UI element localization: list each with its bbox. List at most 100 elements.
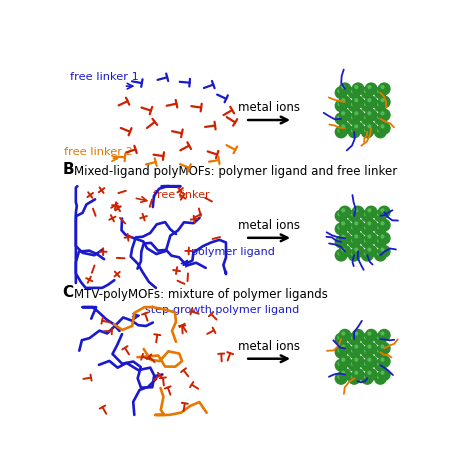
Circle shape xyxy=(365,83,377,95)
Circle shape xyxy=(335,100,347,111)
Circle shape xyxy=(368,235,371,238)
Circle shape xyxy=(377,349,380,352)
Circle shape xyxy=(348,333,360,345)
Circle shape xyxy=(335,359,347,371)
Circle shape xyxy=(355,345,358,348)
Circle shape xyxy=(352,83,364,95)
Circle shape xyxy=(335,373,347,384)
Circle shape xyxy=(374,100,386,111)
Circle shape xyxy=(339,109,351,121)
Circle shape xyxy=(338,226,341,228)
Circle shape xyxy=(374,126,386,138)
Text: polymer ligand: polymer ligand xyxy=(191,247,275,257)
Circle shape xyxy=(378,83,390,95)
Circle shape xyxy=(351,116,354,118)
Circle shape xyxy=(352,232,364,244)
Circle shape xyxy=(351,239,354,242)
Circle shape xyxy=(351,90,354,92)
Circle shape xyxy=(374,237,386,248)
Circle shape xyxy=(355,112,358,115)
Circle shape xyxy=(339,232,351,244)
Circle shape xyxy=(381,248,384,251)
Circle shape xyxy=(368,99,371,101)
Circle shape xyxy=(364,252,367,255)
Circle shape xyxy=(374,249,386,261)
Circle shape xyxy=(355,99,358,101)
Circle shape xyxy=(339,122,351,134)
Text: free linker 1: free linker 1 xyxy=(70,72,138,82)
Circle shape xyxy=(348,87,360,99)
Circle shape xyxy=(342,345,345,348)
Circle shape xyxy=(342,112,345,115)
Circle shape xyxy=(352,369,364,380)
Circle shape xyxy=(352,122,364,134)
Text: metal ions: metal ions xyxy=(238,219,300,232)
Circle shape xyxy=(342,209,345,212)
Circle shape xyxy=(374,87,386,99)
Circle shape xyxy=(377,336,380,339)
Circle shape xyxy=(378,246,390,257)
Circle shape xyxy=(377,90,380,92)
Circle shape xyxy=(335,346,347,358)
Circle shape xyxy=(351,252,354,255)
Circle shape xyxy=(338,239,341,242)
Circle shape xyxy=(368,358,371,361)
Circle shape xyxy=(339,246,351,257)
Circle shape xyxy=(377,102,380,106)
Circle shape xyxy=(348,210,360,222)
Circle shape xyxy=(362,113,373,125)
Circle shape xyxy=(351,129,354,132)
Text: free linker: free linker xyxy=(153,190,210,200)
Circle shape xyxy=(352,329,364,341)
Circle shape xyxy=(364,102,367,106)
Circle shape xyxy=(362,223,373,235)
Circle shape xyxy=(355,358,358,361)
Circle shape xyxy=(351,102,354,106)
Circle shape xyxy=(335,249,347,261)
Circle shape xyxy=(374,333,386,345)
Circle shape xyxy=(365,219,377,231)
Circle shape xyxy=(352,206,364,218)
Circle shape xyxy=(374,113,386,125)
Circle shape xyxy=(355,371,358,374)
Circle shape xyxy=(377,362,380,365)
Circle shape xyxy=(364,239,367,242)
Circle shape xyxy=(381,99,384,101)
Circle shape xyxy=(365,232,377,244)
Circle shape xyxy=(364,226,367,228)
Circle shape xyxy=(377,375,380,378)
Circle shape xyxy=(338,252,341,255)
Circle shape xyxy=(352,109,364,121)
Circle shape xyxy=(348,249,360,261)
Circle shape xyxy=(368,222,371,225)
Circle shape xyxy=(368,332,371,335)
Circle shape xyxy=(355,125,358,128)
Circle shape xyxy=(335,87,347,99)
Circle shape xyxy=(342,248,345,251)
Text: Mixed-ligand polyMOFs: polymer ligand and free linker: Mixed-ligand polyMOFs: polymer ligand an… xyxy=(73,164,397,178)
Circle shape xyxy=(335,210,347,222)
Circle shape xyxy=(362,126,373,138)
Circle shape xyxy=(351,362,354,365)
Circle shape xyxy=(374,210,386,222)
Circle shape xyxy=(342,125,345,128)
Circle shape xyxy=(348,223,360,235)
Circle shape xyxy=(368,345,371,348)
Circle shape xyxy=(362,333,373,345)
Circle shape xyxy=(351,226,354,228)
Circle shape xyxy=(352,219,364,231)
Circle shape xyxy=(381,371,384,374)
Circle shape xyxy=(365,246,377,257)
Circle shape xyxy=(355,332,358,335)
Circle shape xyxy=(377,129,380,132)
Circle shape xyxy=(348,346,360,358)
Circle shape xyxy=(374,346,386,358)
Circle shape xyxy=(364,213,367,216)
Circle shape xyxy=(381,125,384,128)
Circle shape xyxy=(362,346,373,358)
Circle shape xyxy=(348,100,360,111)
Circle shape xyxy=(365,96,377,108)
Circle shape xyxy=(364,129,367,132)
Circle shape xyxy=(377,116,380,118)
Circle shape xyxy=(338,375,341,378)
